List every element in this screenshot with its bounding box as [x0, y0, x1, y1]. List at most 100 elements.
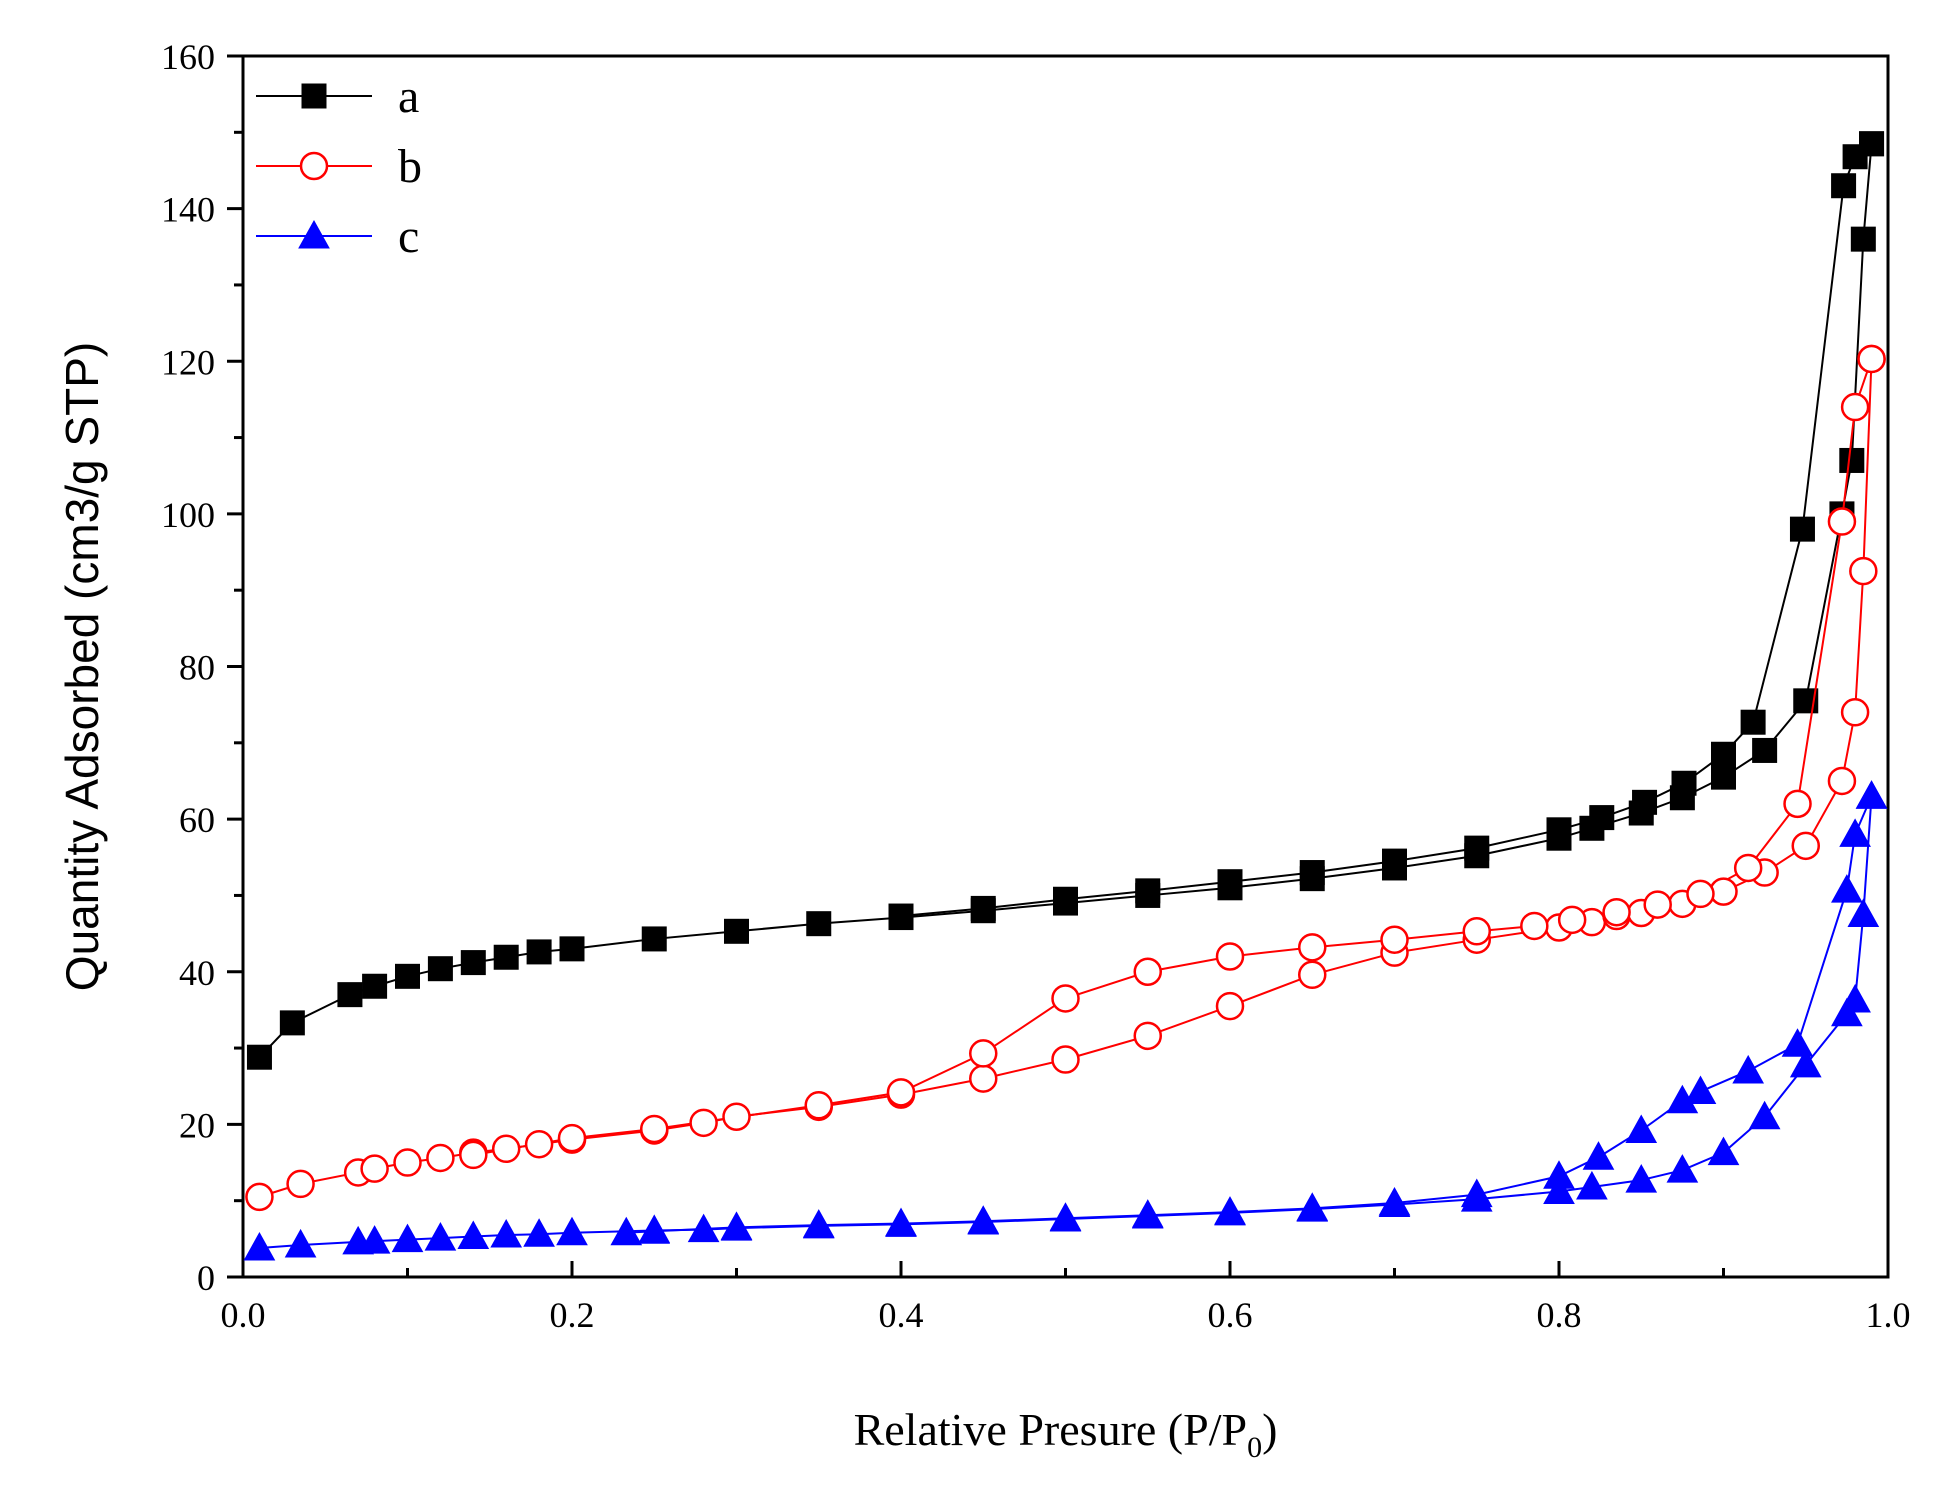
series-b-desorption-point [886, 1078, 916, 1107]
series-c-adsorption-point [424, 1222, 457, 1251]
series-b-desorption-point [1298, 933, 1327, 962]
series-b-desorption-point [1557, 905, 1587, 935]
series-a-adsorption-point [493, 944, 519, 970]
y-tick-label: 120 [161, 342, 215, 382]
series-a-adsorption-point [1839, 447, 1865, 473]
series-b-desorption-point [804, 1091, 833, 1120]
series-a-desorption-point [1711, 741, 1736, 767]
legend-label: c [398, 210, 419, 263]
legend-item-b: b [256, 140, 422, 193]
series-c-adsorption-line [259, 796, 1873, 1249]
series-a-adsorption-point [526, 939, 552, 965]
series-a-desorption-point [1842, 144, 1868, 170]
series-b-desorption-point [1133, 957, 1162, 986]
series-c [243, 780, 1888, 1261]
series-c-desorption-point [802, 1209, 835, 1238]
plot-frame [241, 54, 1890, 1279]
series-a-desorption-point [1671, 770, 1697, 796]
series-a-desorption-point [1589, 805, 1615, 831]
y-tick-label: 60 [179, 800, 215, 840]
series-group [243, 131, 1888, 1261]
legend-item-c: c [256, 210, 419, 263]
series-a-adsorption-point [641, 926, 667, 952]
series-b-desorption-point [557, 1123, 587, 1153]
y-tick-label: 100 [161, 495, 215, 535]
series-b-desorption-point [1857, 344, 1886, 374]
series-c-desorption-point [720, 1211, 753, 1240]
series-c-desorption-point [1684, 1075, 1717, 1105]
legend: abc [256, 70, 422, 263]
x-tick-label: 0.6 [1208, 1295, 1253, 1335]
legend-marker [301, 83, 327, 109]
series-c-desorption-point [967, 1205, 1000, 1234]
series-b-adsorption-point [360, 1154, 389, 1183]
series-a-desorption-point [1135, 878, 1161, 904]
series-b-adsorption-point [1133, 1021, 1162, 1051]
series-b-desorption-line [473, 358, 1873, 1156]
series-a-desorption-point [1382, 848, 1407, 874]
y-tick-label: 140 [161, 190, 215, 230]
series-c-desorption-point [1460, 1178, 1493, 1208]
series-a-desorption-point [970, 895, 996, 921]
series-c-desorption-point [1214, 1196, 1246, 1225]
series-b-desorption-point [1462, 917, 1491, 946]
series-c-desorption-point [1131, 1199, 1164, 1228]
series-c-adsorption-point [490, 1218, 523, 1248]
series-b-adsorption-point [1849, 556, 1878, 586]
series-b-adsorption-point [1051, 1045, 1080, 1074]
series-c-desorption-point [1378, 1186, 1411, 1216]
series-b-adsorption-point [1298, 960, 1327, 990]
series-a-adsorption-point [1850, 226, 1876, 252]
series-a-desorption-point [1299, 860, 1325, 886]
series-a-adsorption-point [279, 1010, 305, 1036]
y-tick-label: 40 [179, 953, 215, 993]
series-b-desorption-point [1215, 942, 1245, 971]
series-a-adsorption-point [806, 911, 832, 937]
series-b-adsorption-point [689, 1108, 718, 1138]
series-b-adsorption-point [426, 1143, 455, 1173]
series-c-adsorption-point [457, 1220, 490, 1250]
series-b-desorption-point [1733, 853, 1763, 883]
series-a-adsorption-point [559, 936, 585, 962]
series-b-adsorption-point [393, 1148, 422, 1177]
series-b-desorption-point [640, 1114, 669, 1144]
series-a-adsorption-point [460, 950, 486, 976]
series-c-adsorption-point [243, 1231, 276, 1261]
series-b-adsorption-point [1840, 698, 1870, 727]
series-c-adsorption-point [1576, 1170, 1608, 1200]
series-b-adsorption-point [245, 1182, 274, 1212]
legend-marker [298, 219, 330, 249]
series-c-desorption-point [1049, 1202, 1082, 1231]
legend-item-a: a [256, 70, 419, 123]
series-c-desorption-point [1582, 1141, 1615, 1170]
x-axis-title-subscript: 0 [1247, 1431, 1262, 1464]
series-c-desorption-point [1855, 780, 1888, 809]
series-b-desorption-point [1520, 911, 1549, 941]
series-b-desorption-point [1602, 897, 1631, 927]
series-c-adsorption-point [1839, 983, 1871, 1013]
series-c-desorption-line [626, 795, 1873, 1234]
axes: 0.0 0.2 0.4 0.6 0.8 1.0 0 20 40 60 80 100 120 140 160 [161, 37, 1911, 1335]
series-c-adsorption-point [687, 1213, 720, 1243]
series-a-adsorption-point [246, 1044, 272, 1070]
series-c-adsorption-point [1625, 1164, 1658, 1193]
series-a-desorption-point [1546, 817, 1572, 843]
series-a-adsorption-point [1711, 764, 1736, 790]
series-b-adsorption-point [722, 1102, 751, 1131]
series-c-desorption-point [1839, 818, 1871, 847]
series-c-desorption-point [1732, 1054, 1765, 1084]
series-a-desorption-line [900, 142, 1873, 918]
series-b-adsorption-point [1827, 766, 1857, 796]
series-c-adsorption-point [358, 1225, 391, 1254]
x-tick-label: 0.8 [1537, 1295, 1582, 1335]
series-c-desorption-point [1543, 1160, 1575, 1189]
series-c-adsorption-point [1789, 1048, 1822, 1078]
series-c-desorption-point [1296, 1192, 1329, 1221]
series-c-adsorption-point [1847, 898, 1880, 928]
series-a-adsorption-point [395, 963, 420, 989]
x-tick-label: 0.4 [879, 1295, 924, 1335]
series-a-desorption-point [888, 903, 914, 929]
series-c-adsorption-point [391, 1223, 424, 1253]
legend-marker [299, 151, 329, 181]
